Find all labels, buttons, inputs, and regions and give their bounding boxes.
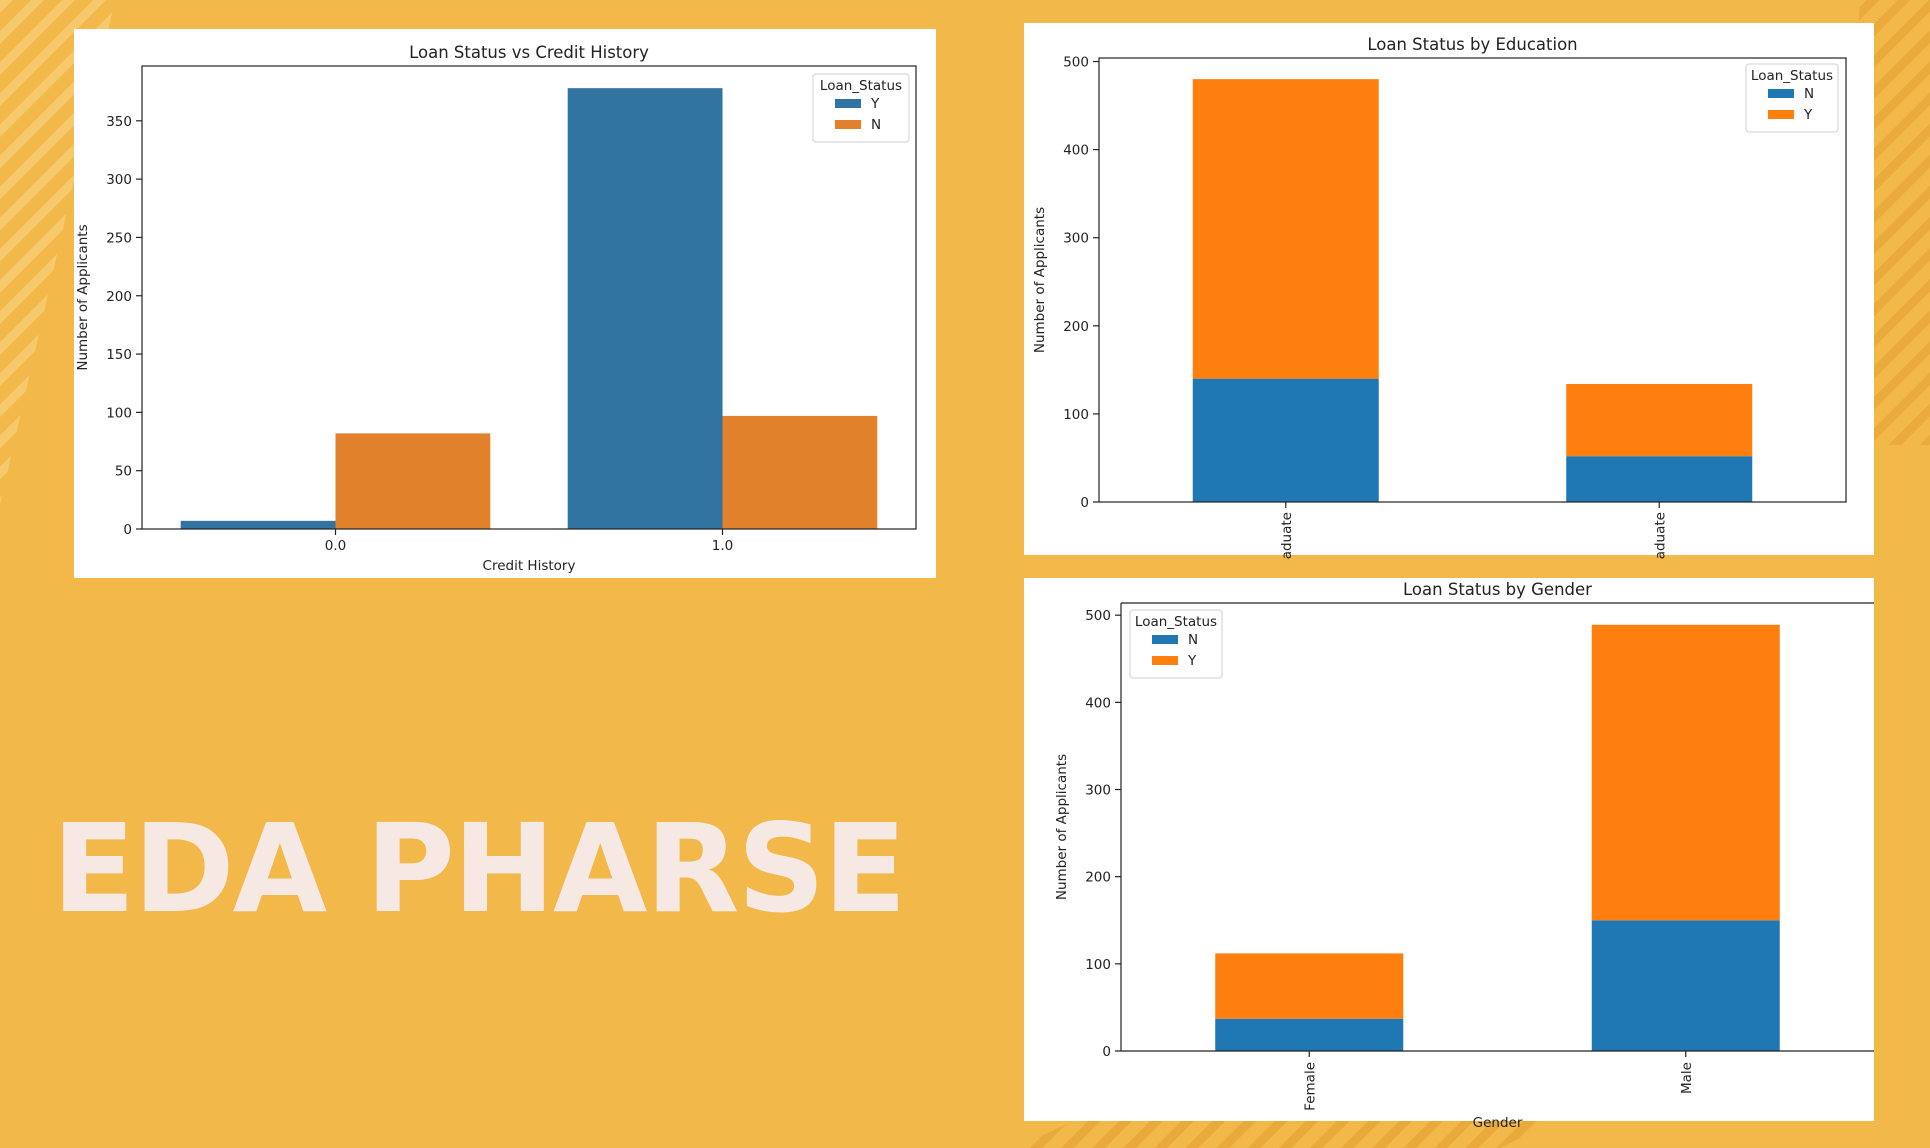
gender-chart: Loan Status by Gender 0 100 200 300 400 500 Num… [1024, 578, 1874, 1131]
legend-swatch-n [835, 120, 861, 129]
bar-y-0 [1192, 79, 1379, 379]
y-tick-label: 150 [106, 347, 132, 363]
y-axis-label: Number of Applicants [1054, 754, 1070, 900]
legend-title: Loan_Status [1751, 68, 1833, 84]
x-tick-label: 0.0 [325, 538, 346, 554]
x-tick-label: Female [1302, 1062, 1318, 1111]
legend-swatch-y [1768, 110, 1794, 119]
bar-y-0 [1215, 953, 1404, 1019]
y-axis-label: Number of Applicants [75, 224, 91, 370]
y-tick-label: 100 [1085, 957, 1111, 973]
legend-label-n: N [1804, 86, 1814, 102]
legend-label-n: N [871, 117, 881, 133]
x-tick-label: aduate [1279, 512, 1295, 559]
legend-swatch-y [1152, 656, 1178, 665]
y-tick-label: 100 [106, 405, 132, 421]
chart-title: Loan Status by Gender [1403, 580, 1592, 599]
x-axis-label: Credit History [483, 558, 576, 574]
y-tick-label: 100 [1063, 407, 1089, 423]
x-tick-label: Male [1679, 1062, 1695, 1094]
stripe-decoration-bottom [1015, 1118, 1560, 1148]
legend-title: Loan_Status [820, 78, 902, 94]
bar-n-1 [1566, 456, 1753, 502]
y-tick-label: 250 [106, 230, 132, 246]
y-tick-label: 500 [1085, 608, 1111, 624]
bar-n-1 [1591, 920, 1780, 1051]
y-tick-label: 400 [1063, 143, 1089, 159]
chart-title: Loan Status vs Credit History [409, 43, 649, 62]
plot-frame [141, 65, 917, 530]
legend-swatch-n [1768, 89, 1794, 98]
y-tick-label: 350 [106, 114, 132, 130]
legend-label-n: N [1188, 632, 1198, 648]
bar-n-1 [722, 415, 878, 529]
plot-frame [1098, 57, 1847, 503]
legend-label-y: Y [1803, 107, 1813, 123]
chart-title: Loan Status by Education [1367, 35, 1577, 54]
y-tick-label: 200 [1085, 870, 1111, 886]
y-tick-label: 200 [1063, 319, 1089, 335]
y-tick-label: 400 [1085, 695, 1111, 711]
bar-y-1 [1566, 383, 1753, 457]
bar-n-0 [1192, 378, 1379, 502]
legend-swatch-n [1152, 635, 1178, 644]
y-tick-label: 0 [123, 522, 132, 538]
bar-n-0 [335, 433, 491, 529]
credit-history-chart: Loan Status vs Credit History 0 50 100 150 20… [74, 29, 936, 578]
legend-swatch-y [835, 99, 861, 108]
y-tick-label: 200 [106, 289, 132, 305]
y-axis-label: Number of Applicants [1032, 207, 1048, 353]
bar-y-1 [1591, 624, 1780, 921]
y-tick-label: 300 [106, 172, 132, 188]
y-tick-label: 0 [1080, 495, 1089, 511]
legend-label-y: Y [870, 96, 880, 112]
x-tick-label: 1.0 [712, 538, 733, 554]
x-tick-label: aduate [1652, 512, 1668, 559]
education-chart: Loan Status by Education 0 100 200 300 400 500… [1024, 23, 1874, 559]
bar-n-0 [1215, 1018, 1404, 1051]
y-tick-label: 50 [115, 464, 132, 480]
legend-label-y: Y [1187, 653, 1197, 669]
slide-title: EDA PHARSE [52, 798, 907, 940]
bar-y-1 [567, 88, 723, 529]
x-axis-label: Gender [1473, 1115, 1523, 1131]
legend-title: Loan_Status [1135, 614, 1217, 630]
y-tick-label: 300 [1063, 231, 1089, 247]
y-tick-label: 500 [1063, 55, 1089, 71]
y-tick-label: 0 [1102, 1044, 1111, 1060]
bar-y-0 [180, 520, 336, 529]
y-tick-label: 300 [1085, 783, 1111, 799]
